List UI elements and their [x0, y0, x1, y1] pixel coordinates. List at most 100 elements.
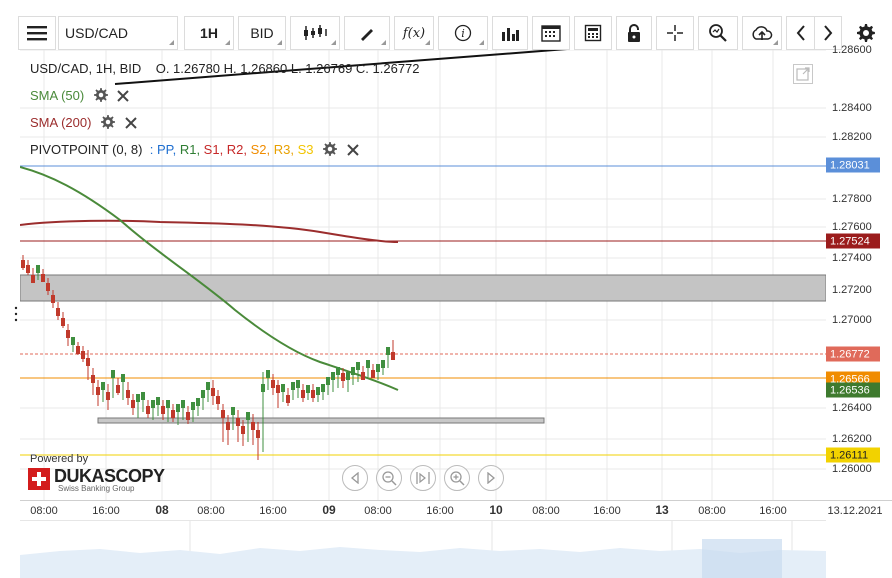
candle — [391, 340, 395, 360]
settings-button[interactable] — [846, 16, 886, 50]
zoom-in-button[interactable] — [444, 465, 470, 491]
menu-button[interactable] — [18, 16, 56, 50]
pivot-remove-icon[interactable] — [347, 144, 359, 159]
symbol-select[interactable]: USD/CAD — [58, 16, 178, 50]
sma50-settings-icon[interactable] — [93, 88, 108, 105]
price-tick: 1.28400 — [832, 102, 872, 114]
price-tick: 1.28600 — [832, 44, 872, 56]
candle — [161, 400, 165, 420]
candle — [336, 367, 340, 388]
scroll-left-button[interactable] — [786, 16, 814, 50]
pivot-level-s3: S3 — [297, 142, 314, 157]
scroll-right-button[interactable] — [814, 16, 842, 50]
calculator-button[interactable] — [574, 16, 612, 50]
toolbar: USD/CAD 1H BID f(x) i — [14, 16, 892, 50]
pivot-level-r2: R2, — [226, 142, 251, 157]
bar-chart-icon — [502, 28, 519, 41]
candle — [151, 400, 155, 420]
price-tick: 1.27400 — [832, 252, 872, 264]
candle — [71, 337, 75, 352]
symbol-value: USD/CAD — [65, 25, 129, 41]
resize-grip[interactable] — [14, 305, 18, 323]
price-badge: 1.26111 — [826, 447, 880, 463]
lock-button[interactable] — [616, 16, 652, 50]
candle — [296, 380, 300, 398]
candle — [211, 380, 215, 405]
candle — [91, 368, 95, 395]
candle — [331, 372, 335, 392]
candle — [321, 384, 325, 400]
candle — [381, 360, 385, 375]
info-button[interactable]: i — [438, 16, 488, 50]
time-tick: 16:00 — [259, 505, 287, 517]
sma200-settings-icon[interactable] — [101, 115, 116, 132]
candle — [361, 366, 365, 380]
price-type-select[interactable]: BID — [238, 16, 286, 50]
sma50-remove-icon[interactable] — [117, 90, 130, 105]
candle — [281, 384, 285, 402]
candle — [216, 390, 220, 410]
arrow-left-icon — [796, 25, 805, 41]
price-tick: 1.27800 — [832, 193, 872, 205]
time-tick: 08:00 — [364, 505, 392, 517]
dukascopy-logo[interactable]: DUKASCOPY Swiss Banking Group — [28, 466, 165, 493]
indicators-button[interactable] — [492, 16, 528, 50]
candle — [46, 278, 50, 295]
time-axis[interactable]: 08:00 16:00 08 08:00 16:00 09 08:00 16:00 10 08:0… — [20, 500, 892, 520]
candle — [116, 378, 120, 395]
function-button[interactable]: f(x) — [394, 16, 434, 50]
calendar-button[interactable] — [532, 16, 570, 50]
zoom-out-button[interactable] — [376, 465, 402, 491]
trend-line[interactable] — [114, 50, 580, 85]
expand-button[interactable] — [793, 64, 813, 84]
candle — [231, 407, 235, 430]
candle — [156, 397, 160, 416]
pivot-level-s1: S1, — [203, 142, 227, 157]
candle — [111, 370, 115, 398]
navigator-window[interactable] — [702, 539, 782, 578]
upload-button[interactable] — [742, 16, 782, 50]
legend-pivot: PIVOTPOINT (0, 8) : PP, R1, S1, R2, S2, … — [30, 142, 359, 159]
info-icon: i — [454, 24, 472, 42]
price-axis[interactable]: 1.28600 1.28400 1.28200 1.27800 1.27600 1.274… — [826, 44, 892, 500]
price-badge: 1.27524 — [826, 233, 880, 249]
draw-button[interactable] — [344, 16, 390, 50]
instrument-header: USD/CAD, 1H, BID O. 1.26780 H. 1.26860 L… — [30, 61, 420, 76]
candle — [106, 384, 110, 410]
logo-name: DUKASCOPY — [54, 466, 165, 486]
candle — [56, 302, 60, 320]
time-tick: 16:00 — [426, 505, 454, 517]
swiss-cross-icon — [28, 468, 50, 490]
price-tick: 1.26400 — [832, 402, 872, 414]
price-chart[interactable] — [20, 50, 826, 500]
nav-next-button[interactable] — [478, 465, 504, 491]
reset-view-button[interactable] — [410, 465, 436, 491]
pivot-settings-icon[interactable] — [323, 142, 338, 159]
candle — [146, 400, 150, 418]
time-tick: 08:00 — [197, 505, 225, 517]
chart-canvas[interactable] — [20, 50, 826, 500]
sma50-label: SMA (50) — [30, 88, 85, 103]
candle — [341, 368, 345, 388]
crosshair-button[interactable] — [656, 16, 694, 50]
candle — [201, 390, 205, 410]
menu-icon — [27, 26, 47, 41]
chart-type-button[interactable] — [290, 16, 340, 50]
zoom-out-icon — [382, 471, 397, 486]
sma200-remove-icon[interactable] — [124, 117, 137, 132]
candle — [101, 382, 105, 402]
time-tick: 16:00 — [593, 505, 621, 517]
candle — [86, 350, 90, 380]
navigator-panel[interactable] — [20, 520, 826, 578]
interval-select[interactable]: 1H — [184, 16, 234, 50]
candle — [176, 404, 180, 425]
candle — [31, 268, 35, 283]
nav-prev-button[interactable] — [342, 465, 368, 491]
candle — [181, 400, 185, 420]
navigator-area — [20, 547, 826, 578]
candle — [26, 260, 30, 275]
navigator-canvas[interactable] — [20, 521, 826, 578]
pivot-levels: PP, R1, S1, R2, S2, R3, S3 — [157, 142, 314, 157]
candle — [346, 372, 350, 392]
zoom-button[interactable] — [698, 16, 738, 50]
